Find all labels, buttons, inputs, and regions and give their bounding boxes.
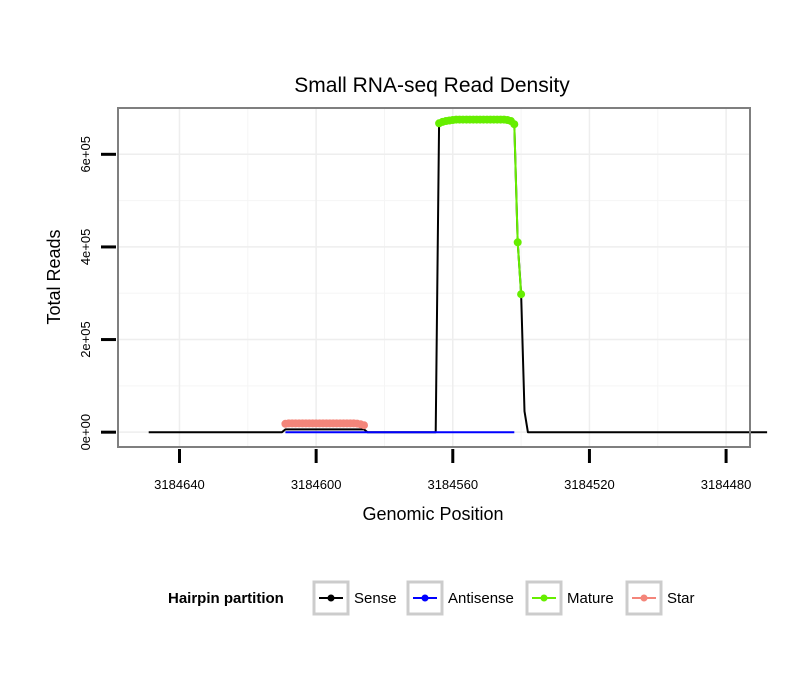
y-tick-label: 2e+05: [78, 321, 93, 358]
y-tick-label: 4e+05: [78, 229, 93, 266]
chart-title: Small RNA-seq Read Density: [294, 74, 570, 97]
data-point-star: [360, 421, 368, 430]
plot-border: [117, 107, 751, 448]
legend-key-point: [640, 594, 648, 602]
x-tick-label: 3184600: [291, 477, 342, 492]
legend-item-star: Star: [625, 580, 695, 616]
legend-label: Star: [667, 590, 695, 607]
plot-panel: [117, 107, 768, 448]
legend-key-point: [540, 594, 548, 602]
series-mature: [435, 115, 526, 299]
y-axis: 0e+00 2e+05 4e+05 6e+05: [78, 136, 116, 450]
x-axis-title: Genomic Position: [362, 504, 503, 524]
legend-label: Mature: [567, 590, 614, 607]
legend-title: Hairpin partition: [168, 590, 284, 607]
y-axis-title: Total Reads: [44, 229, 64, 324]
legend-item-antisense: Antisense: [406, 580, 514, 616]
legend-key-point: [421, 594, 429, 602]
legend: Hairpin partition Sense Antisense Mature St…: [168, 580, 695, 616]
x-axis: 3184640 3184600 3184560 3184520 3184480: [154, 449, 751, 492]
legend-key-point: [327, 594, 335, 602]
legend-item-sense: Sense: [312, 580, 397, 616]
series-layer: [148, 115, 768, 434]
x-tick-label: 3184480: [701, 477, 752, 492]
y-tick-label: 0e+00: [78, 414, 93, 451]
y-tick-label: 6e+05: [78, 136, 93, 173]
x-tick-label: 3184560: [427, 477, 478, 492]
data-point-mature: [510, 120, 519, 129]
series-star: [281, 419, 368, 430]
plot-background: [118, 108, 750, 447]
legend-label: Sense: [354, 590, 397, 607]
x-tick-label: 3184640: [154, 477, 205, 492]
legend-label: Antisense: [448, 590, 514, 607]
x-tick-label: 3184520: [564, 477, 615, 492]
data-point-mature: [517, 290, 526, 299]
legend-item-mature: Mature: [525, 580, 614, 616]
data-point-mature: [513, 238, 522, 247]
